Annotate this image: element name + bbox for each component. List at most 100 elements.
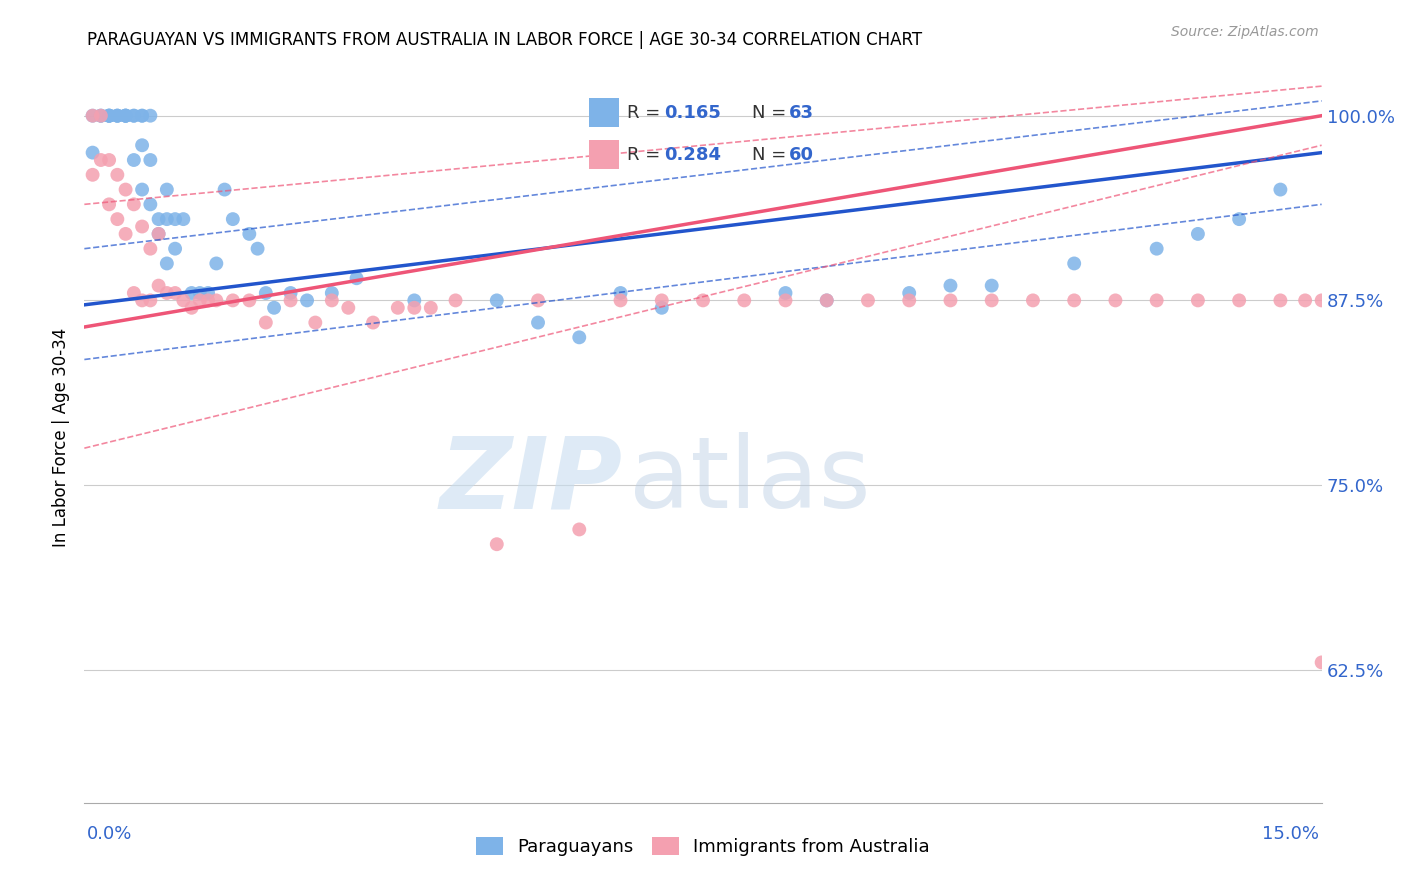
Point bbox=[131, 109, 153, 123]
Point bbox=[180, 301, 202, 315]
Point bbox=[197, 293, 219, 308]
Point bbox=[148, 278, 170, 293]
Point bbox=[1187, 227, 1209, 241]
Text: Source: ZipAtlas.com: Source: ZipAtlas.com bbox=[1171, 25, 1319, 39]
Point bbox=[122, 109, 145, 123]
Point bbox=[139, 197, 162, 211]
Text: R =: R = bbox=[627, 103, 666, 122]
Point bbox=[82, 109, 104, 123]
Point bbox=[105, 168, 128, 182]
Text: 63: 63 bbox=[789, 103, 814, 122]
Point bbox=[165, 212, 187, 227]
Point bbox=[485, 537, 508, 551]
Point bbox=[172, 293, 194, 308]
Point bbox=[82, 109, 104, 123]
Point bbox=[527, 316, 550, 330]
Point bbox=[131, 219, 153, 234]
Text: 60: 60 bbox=[789, 145, 814, 164]
Point bbox=[1294, 293, 1316, 308]
Point bbox=[980, 278, 1002, 293]
Point bbox=[165, 242, 187, 256]
Point bbox=[387, 301, 409, 315]
Point bbox=[122, 197, 145, 211]
Point bbox=[1146, 293, 1168, 308]
Point bbox=[361, 316, 384, 330]
Point bbox=[254, 285, 277, 300]
Point bbox=[156, 285, 179, 300]
Point bbox=[527, 293, 550, 308]
Text: R =: R = bbox=[627, 145, 666, 164]
Point bbox=[337, 301, 360, 315]
Point bbox=[98, 109, 121, 123]
Point bbox=[419, 301, 441, 315]
Point bbox=[114, 183, 136, 197]
Point bbox=[1270, 293, 1292, 308]
Point bbox=[1022, 293, 1045, 308]
Point bbox=[568, 523, 591, 537]
Point bbox=[1310, 656, 1333, 670]
Point bbox=[148, 227, 170, 241]
Point bbox=[238, 293, 260, 308]
FancyBboxPatch shape bbox=[589, 140, 619, 169]
Point bbox=[1227, 212, 1250, 227]
Point bbox=[295, 293, 318, 308]
FancyBboxPatch shape bbox=[589, 98, 619, 127]
Point bbox=[139, 109, 162, 123]
Point bbox=[98, 109, 121, 123]
Text: PARAGUAYAN VS IMMIGRANTS FROM AUSTRALIA IN LABOR FORCE | AGE 30-34 CORRELATION C: PARAGUAYAN VS IMMIGRANTS FROM AUSTRALIA … bbox=[87, 31, 922, 49]
Text: atlas: atlas bbox=[628, 433, 870, 530]
Point bbox=[568, 330, 591, 344]
Point bbox=[733, 293, 755, 308]
Point bbox=[1104, 293, 1126, 308]
Point bbox=[1063, 293, 1085, 308]
Text: 0.284: 0.284 bbox=[665, 145, 721, 164]
Point bbox=[114, 109, 136, 123]
Point bbox=[304, 316, 326, 330]
Text: ZIP: ZIP bbox=[440, 433, 623, 530]
Point bbox=[280, 293, 302, 308]
Point bbox=[346, 271, 368, 285]
Text: N =: N = bbox=[752, 103, 792, 122]
Point bbox=[180, 285, 202, 300]
Point bbox=[105, 212, 128, 227]
Point bbox=[131, 138, 153, 153]
Point bbox=[114, 109, 136, 123]
Point bbox=[280, 285, 302, 300]
Point bbox=[609, 293, 631, 308]
Point bbox=[82, 145, 104, 160]
Point bbox=[485, 293, 508, 308]
Point bbox=[156, 256, 179, 270]
Point bbox=[105, 109, 128, 123]
Point bbox=[214, 183, 236, 197]
Point bbox=[205, 293, 228, 308]
Point bbox=[148, 227, 170, 241]
Point bbox=[404, 301, 426, 315]
Point bbox=[197, 285, 219, 300]
Point bbox=[148, 212, 170, 227]
Point bbox=[98, 109, 121, 123]
Point bbox=[222, 212, 245, 227]
Text: 15.0%: 15.0% bbox=[1261, 825, 1319, 843]
Point bbox=[238, 227, 260, 241]
Point bbox=[404, 293, 426, 308]
Point bbox=[775, 285, 797, 300]
Point bbox=[131, 109, 153, 123]
Point bbox=[444, 293, 467, 308]
Text: 0.0%: 0.0% bbox=[87, 825, 132, 843]
Point bbox=[139, 153, 162, 167]
Point bbox=[815, 293, 838, 308]
Point bbox=[105, 109, 128, 123]
Point bbox=[156, 212, 179, 227]
Point bbox=[188, 293, 211, 308]
Point bbox=[139, 293, 162, 308]
Point bbox=[815, 293, 838, 308]
Point bbox=[105, 109, 128, 123]
Point bbox=[222, 293, 245, 308]
Point bbox=[1063, 256, 1085, 270]
Point bbox=[188, 285, 211, 300]
Point bbox=[98, 153, 121, 167]
Point bbox=[82, 168, 104, 182]
Point bbox=[856, 293, 879, 308]
Point bbox=[263, 301, 285, 315]
Point bbox=[609, 285, 631, 300]
